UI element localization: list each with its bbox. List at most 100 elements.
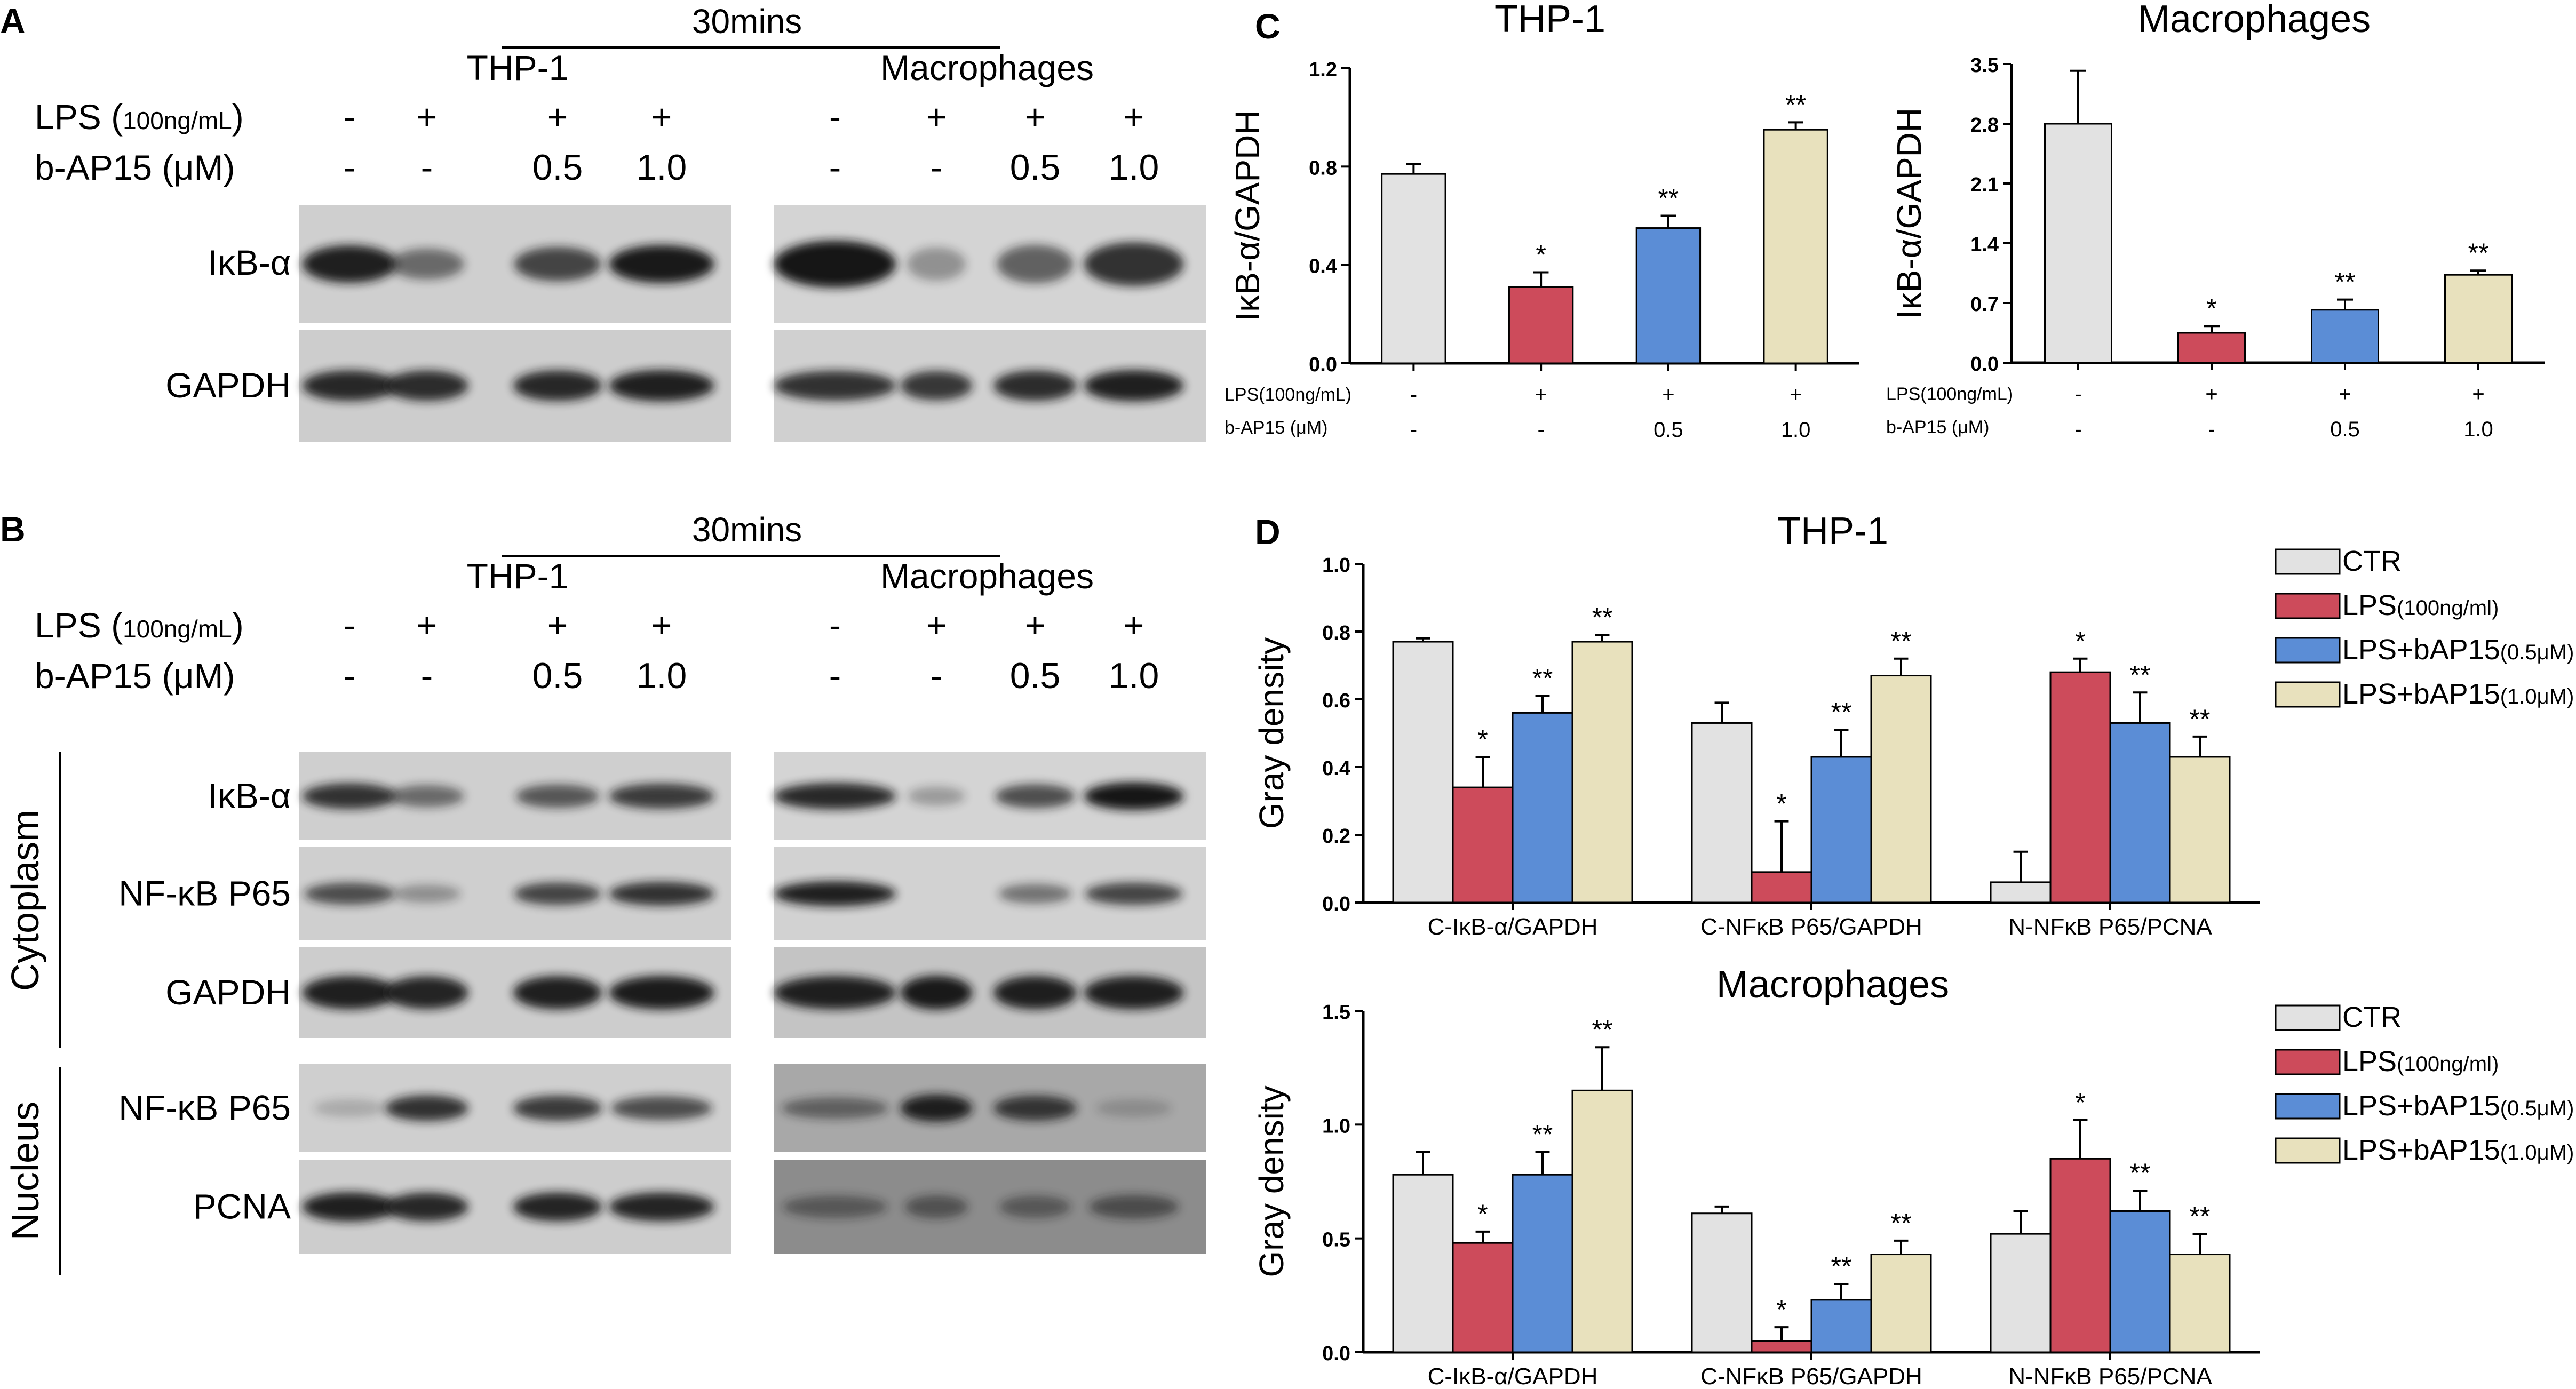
blot-a-lps-row-label: LPS (100ng/mL) [35, 97, 244, 137]
bar [2169, 756, 2231, 904]
blot-b-row-4-mac-band [904, 1195, 968, 1219]
legend-suffix: (1.0μM) [2500, 1141, 2574, 1164]
legend-name: LPS+bAP15 [2342, 1134, 2500, 1166]
y-tick-label: 0.0 [1309, 354, 1337, 376]
blot-a-ikba-thp1-band [514, 247, 601, 281]
y-tick-label: 0.8 [1322, 622, 1350, 644]
blot-b-band-label-0: IκB-α [208, 776, 291, 816]
bar-significance: * [1536, 240, 1546, 269]
blot-b-row-3-thp1-band [313, 1099, 386, 1117]
blot-b-row-2-mac-band [993, 976, 1077, 1010]
blot-a-bap-value: 1.0 [1109, 147, 1159, 188]
bar-significance: ** [1891, 1208, 1912, 1238]
blot-b-row-0-mac-band [907, 786, 966, 806]
blot-a-bap-value: 0.5 [532, 147, 583, 188]
blot-a-ikba-thp1-band [609, 245, 714, 283]
blot-a-lps-label-conc: 100ng/mL [123, 107, 232, 134]
bar [2169, 1254, 2231, 1353]
blot-b-bap-value: 1.0 [1109, 656, 1159, 696]
legend-swatch [2275, 1049, 2341, 1075]
bar-significance: ** [2190, 704, 2211, 734]
bar-significance: * [1477, 724, 1488, 754]
bar-significance: ** [2335, 267, 2356, 297]
bar-significance: * [2075, 626, 2085, 656]
blot-a-bap-value: 1.0 [637, 147, 687, 188]
bap-row-label: b-AP15 (μM) [1886, 417, 1989, 437]
blot-b-row-4-mac-band [999, 1195, 1071, 1218]
blot-b-lps-sign: + [417, 605, 438, 645]
blot-b-row-2-thp1-band [385, 976, 468, 1009]
blot-b-row-3-mac-band [1095, 1099, 1172, 1117]
blot-b-row-3-thp1-band [513, 1095, 602, 1121]
bar [2311, 309, 2379, 364]
bap-row-value: - [2208, 418, 2215, 441]
blot-a-ikba-mac-band [907, 247, 966, 281]
legend-entry: LPS+bAP15(0.5μM) [2342, 1090, 2574, 1122]
blot-a-ikba-mac-band [1084, 242, 1184, 286]
blot-b-fraction-nucleus: Nucleus [4, 1101, 47, 1240]
bar [1512, 712, 1573, 904]
blot-b-lps-sign: + [926, 605, 947, 645]
bap-row-value: - [1537, 418, 1544, 442]
blot-b-bap-value: - [421, 656, 433, 696]
y-tick-label: 0.7 [1970, 293, 1999, 316]
legend-suffix: (0.5μM) [2500, 1097, 2574, 1120]
blot-b-row-1-thp1-band [304, 882, 395, 905]
blot-a-lps-sign: - [829, 97, 841, 137]
bar-significance: ** [1532, 664, 1553, 693]
blot-b-lps-label-text: LPS ( [35, 605, 123, 645]
y-tick-label: 0.6 [1322, 690, 1350, 712]
y-tick-label: 3.5 [1970, 54, 1999, 77]
blot-b-bap-value: - [344, 656, 356, 696]
bar [1635, 227, 1702, 364]
blot-a-lps-sign: - [344, 97, 355, 137]
bar [1751, 1340, 1812, 1353]
blot-a-lps-sign: + [547, 97, 568, 137]
blot-b-row-4-mac-band [782, 1195, 888, 1218]
blot-a-bap-value: 0.5 [1010, 147, 1061, 188]
legend-entry: LPS(100ng/ml) [2342, 1045, 2499, 1077]
bar [1810, 756, 1872, 904]
blot-b-row-3-thp1-band [385, 1095, 468, 1121]
x-category-label: C-IκB-α/GAPDH [1428, 1363, 1598, 1389]
legend-swatch [2275, 1137, 2341, 1164]
blot-b-lps-label-conc: 100ng/mL [123, 615, 232, 643]
legend-suffix: (100ng/ml) [2397, 1052, 2499, 1076]
legend-entry: LPS(100ng/ml) [2342, 589, 2499, 621]
legend-suffix: (100ng/ml) [2397, 596, 2499, 620]
x-category-label: C-NFκB P65/GAPDH [1700, 1363, 1922, 1389]
bap-row-value: - [1410, 418, 1417, 442]
y-tick-label: 0.2 [1322, 825, 1350, 848]
blot-a-band-label-ikba: IκB-α [208, 243, 291, 282]
legend-entry: LPS+bAP15(0.5μM) [2342, 634, 2574, 666]
x-category-label: C-IκB-α/GAPDH [1428, 914, 1598, 940]
blot-b-cell-line-macrophages: Macrophages [880, 556, 1094, 596]
blot-a-cell-line-thp1: THP-1 [467, 48, 569, 87]
blot-b-bap-value: - [829, 656, 841, 696]
blot-b-band-label-2: GAPDH [165, 972, 291, 1012]
blot-b-row-0-mac-band [774, 783, 896, 810]
y-tick-label: 0.4 [1309, 256, 1337, 278]
bar [1810, 1299, 1872, 1353]
bar-significance: ** [1831, 697, 1852, 727]
blot-b-row-0-thp1-band [302, 783, 397, 809]
lps-row-value: + [2205, 382, 2217, 406]
bar [1392, 1174, 1454, 1353]
bar-significance: * [1776, 1295, 1786, 1324]
bar [2444, 274, 2513, 364]
y-tick-label: 0.0 [1970, 353, 1999, 376]
blot-b-row-2-mac-band [774, 976, 896, 1010]
y-tick-label: 0.5 [1322, 1229, 1350, 1251]
blot-b-lps-sign: + [547, 605, 568, 645]
legend-swatch [2275, 593, 2341, 619]
blot-a-ikba-thp1-band [389, 249, 465, 280]
legend-name: LPS [2342, 1045, 2397, 1077]
blot-b-row-4-mac-band [1088, 1195, 1179, 1219]
bar-significance: ** [1532, 1120, 1553, 1149]
legend-name: CTR [2342, 545, 2402, 577]
blot-b-row-1-thp1-band [514, 882, 601, 905]
bar [1870, 675, 1932, 904]
chart-title: THP-1 [1494, 0, 1605, 41]
